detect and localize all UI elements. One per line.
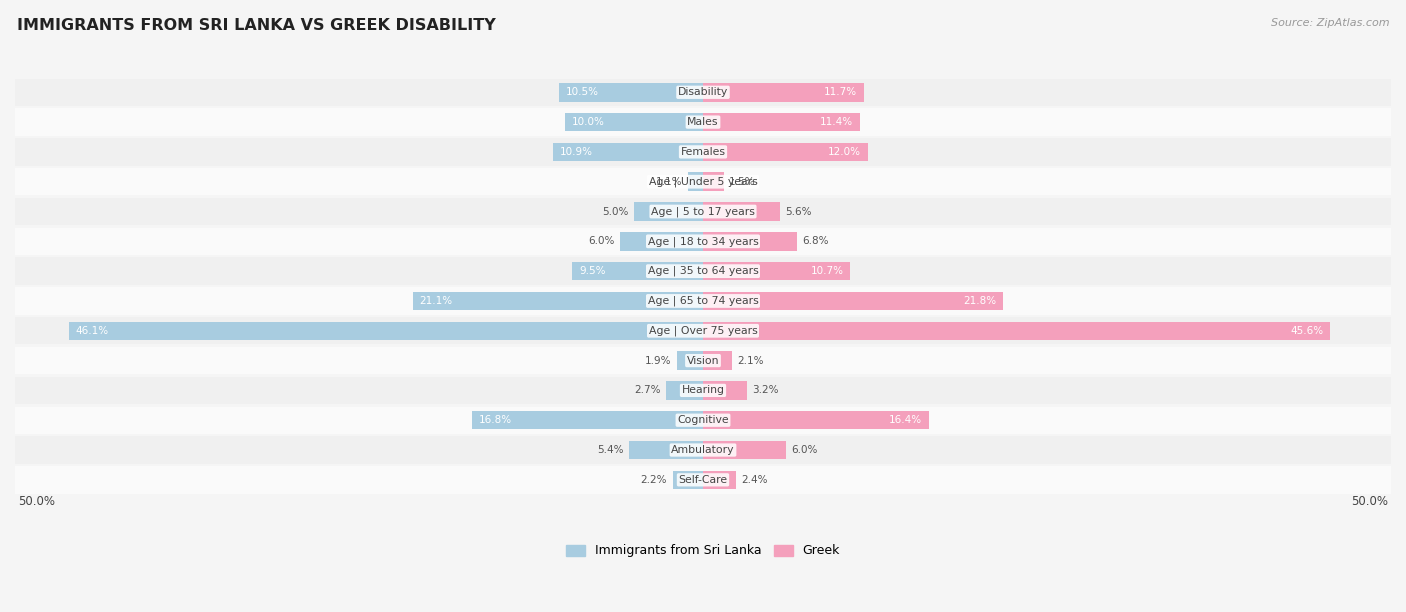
Bar xyxy=(15,228,1391,255)
Bar xyxy=(558,83,703,102)
Bar xyxy=(572,262,703,280)
Text: 6.0%: 6.0% xyxy=(792,445,817,455)
Text: 11.4%: 11.4% xyxy=(820,117,853,127)
Text: 16.8%: 16.8% xyxy=(478,415,512,425)
Bar xyxy=(15,258,1391,285)
Bar xyxy=(703,351,733,370)
Text: Vision: Vision xyxy=(686,356,720,365)
Text: Age | 5 to 17 years: Age | 5 to 17 years xyxy=(651,206,755,217)
Text: 2.7%: 2.7% xyxy=(634,386,661,395)
Text: Cognitive: Cognitive xyxy=(678,415,728,425)
Bar xyxy=(666,381,703,400)
Bar xyxy=(628,441,703,459)
Text: 16.4%: 16.4% xyxy=(889,415,922,425)
Bar xyxy=(15,436,1391,464)
Bar xyxy=(15,406,1391,434)
Text: IMMIGRANTS FROM SRI LANKA VS GREEK DISABILITY: IMMIGRANTS FROM SRI LANKA VS GREEK DISAB… xyxy=(17,18,496,34)
Bar xyxy=(15,377,1391,404)
Bar xyxy=(15,347,1391,375)
Text: 10.9%: 10.9% xyxy=(560,147,593,157)
Bar xyxy=(703,321,1330,340)
Bar xyxy=(676,351,703,370)
Bar xyxy=(15,108,1391,136)
Bar xyxy=(703,113,860,132)
Bar xyxy=(703,471,735,489)
Text: 11.7%: 11.7% xyxy=(824,88,858,97)
Text: Females: Females xyxy=(681,147,725,157)
Text: 9.5%: 9.5% xyxy=(579,266,606,276)
Legend: Immigrants from Sri Lanka, Greek: Immigrants from Sri Lanka, Greek xyxy=(561,539,845,562)
Text: 5.4%: 5.4% xyxy=(596,445,623,455)
Bar xyxy=(620,232,703,250)
Bar xyxy=(703,441,786,459)
Bar xyxy=(703,143,868,161)
Text: 2.2%: 2.2% xyxy=(641,475,668,485)
Bar xyxy=(15,466,1391,493)
Text: 1.9%: 1.9% xyxy=(645,356,671,365)
Text: Age | 35 to 64 years: Age | 35 to 64 years xyxy=(648,266,758,277)
Text: 2.1%: 2.1% xyxy=(737,356,763,365)
Text: 50.0%: 50.0% xyxy=(1351,495,1388,508)
Text: 45.6%: 45.6% xyxy=(1291,326,1323,336)
Text: Age | 65 to 74 years: Age | 65 to 74 years xyxy=(648,296,758,306)
Text: 12.0%: 12.0% xyxy=(828,147,862,157)
Bar xyxy=(703,292,1002,310)
Text: 46.1%: 46.1% xyxy=(76,326,108,336)
Bar xyxy=(15,168,1391,195)
Text: 10.7%: 10.7% xyxy=(810,266,844,276)
Text: Self-Care: Self-Care xyxy=(679,475,727,485)
Text: Ambulatory: Ambulatory xyxy=(671,445,735,455)
Text: 1.1%: 1.1% xyxy=(655,177,682,187)
Bar xyxy=(703,173,724,191)
Text: 6.0%: 6.0% xyxy=(589,236,614,247)
Bar xyxy=(472,411,703,430)
Bar xyxy=(634,203,703,221)
Bar xyxy=(565,113,703,132)
Text: 5.6%: 5.6% xyxy=(786,206,813,217)
Text: 10.5%: 10.5% xyxy=(565,88,599,97)
Text: Disability: Disability xyxy=(678,88,728,97)
Bar xyxy=(703,83,865,102)
Text: 50.0%: 50.0% xyxy=(18,495,55,508)
Bar xyxy=(15,198,1391,225)
Bar xyxy=(15,78,1391,106)
Text: 10.0%: 10.0% xyxy=(572,117,605,127)
Bar xyxy=(413,292,703,310)
Bar xyxy=(15,138,1391,166)
Text: 2.4%: 2.4% xyxy=(741,475,768,485)
Bar xyxy=(703,411,929,430)
Bar xyxy=(553,143,703,161)
Text: Males: Males xyxy=(688,117,718,127)
Text: 1.5%: 1.5% xyxy=(730,177,755,187)
Text: 21.1%: 21.1% xyxy=(419,296,453,306)
Bar xyxy=(703,262,851,280)
Text: Age | Under 5 years: Age | Under 5 years xyxy=(648,176,758,187)
Text: Hearing: Hearing xyxy=(682,386,724,395)
Bar xyxy=(703,203,780,221)
Bar xyxy=(69,321,703,340)
Bar xyxy=(703,381,747,400)
Bar xyxy=(703,232,797,250)
Text: Source: ZipAtlas.com: Source: ZipAtlas.com xyxy=(1271,18,1389,28)
Text: 6.8%: 6.8% xyxy=(801,236,828,247)
Text: 21.8%: 21.8% xyxy=(963,296,995,306)
Text: Age | 18 to 34 years: Age | 18 to 34 years xyxy=(648,236,758,247)
Bar xyxy=(15,287,1391,315)
Text: 5.0%: 5.0% xyxy=(602,206,628,217)
Bar xyxy=(15,317,1391,345)
Bar xyxy=(672,471,703,489)
Text: 3.2%: 3.2% xyxy=(752,386,779,395)
Text: Age | Over 75 years: Age | Over 75 years xyxy=(648,326,758,336)
Bar xyxy=(688,173,703,191)
